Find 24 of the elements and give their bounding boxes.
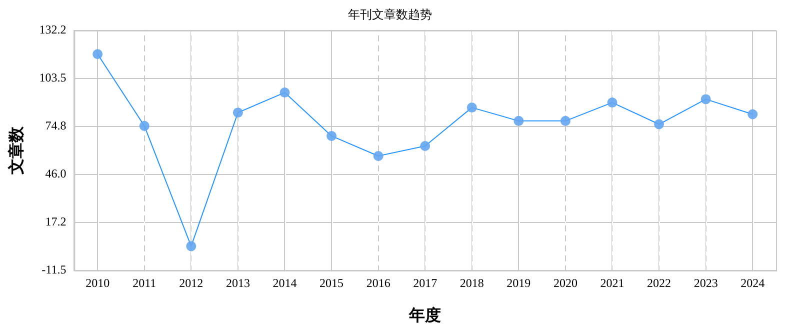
x-tick-label: 2010 <box>86 276 110 290</box>
x-tick-label: 2021 <box>600 276 624 290</box>
x-tick-label: 2022 <box>647 276 672 290</box>
chart-title: 年刊文章数趋势 <box>348 7 432 22</box>
x-tick-label: 2014 <box>272 276 297 290</box>
x-tick-label: 2012 <box>179 276 204 290</box>
x-axis-title: 年度 <box>408 306 442 325</box>
x-tick-label: 2020 <box>553 276 578 290</box>
x-tick-label: 2024 <box>740 276 765 290</box>
y-axis-title: 文章数 <box>8 125 26 176</box>
y-tick-label: 132.2 <box>39 22 66 37</box>
y-tick-label: 17.2 <box>45 214 66 229</box>
x-tick-label: 2017 <box>413 276 438 290</box>
y-tick-label: 46.0 <box>45 166 66 181</box>
x-tick-label: 2023 <box>694 276 718 290</box>
x-tick-label: 2013 <box>226 276 250 290</box>
y-tick-label: 74.8 <box>45 118 66 132</box>
x-tick-label: 2015 <box>320 276 344 290</box>
y-tick-label: 103.5 <box>39 70 66 84</box>
x-tick-label: 2011 <box>132 276 156 290</box>
y-tick-label: -11.5 <box>42 262 66 277</box>
x-tick-label: 2016 <box>366 276 390 290</box>
x-tick-label: 2018 <box>460 276 484 290</box>
x-tick-label: 2019 <box>506 276 531 290</box>
